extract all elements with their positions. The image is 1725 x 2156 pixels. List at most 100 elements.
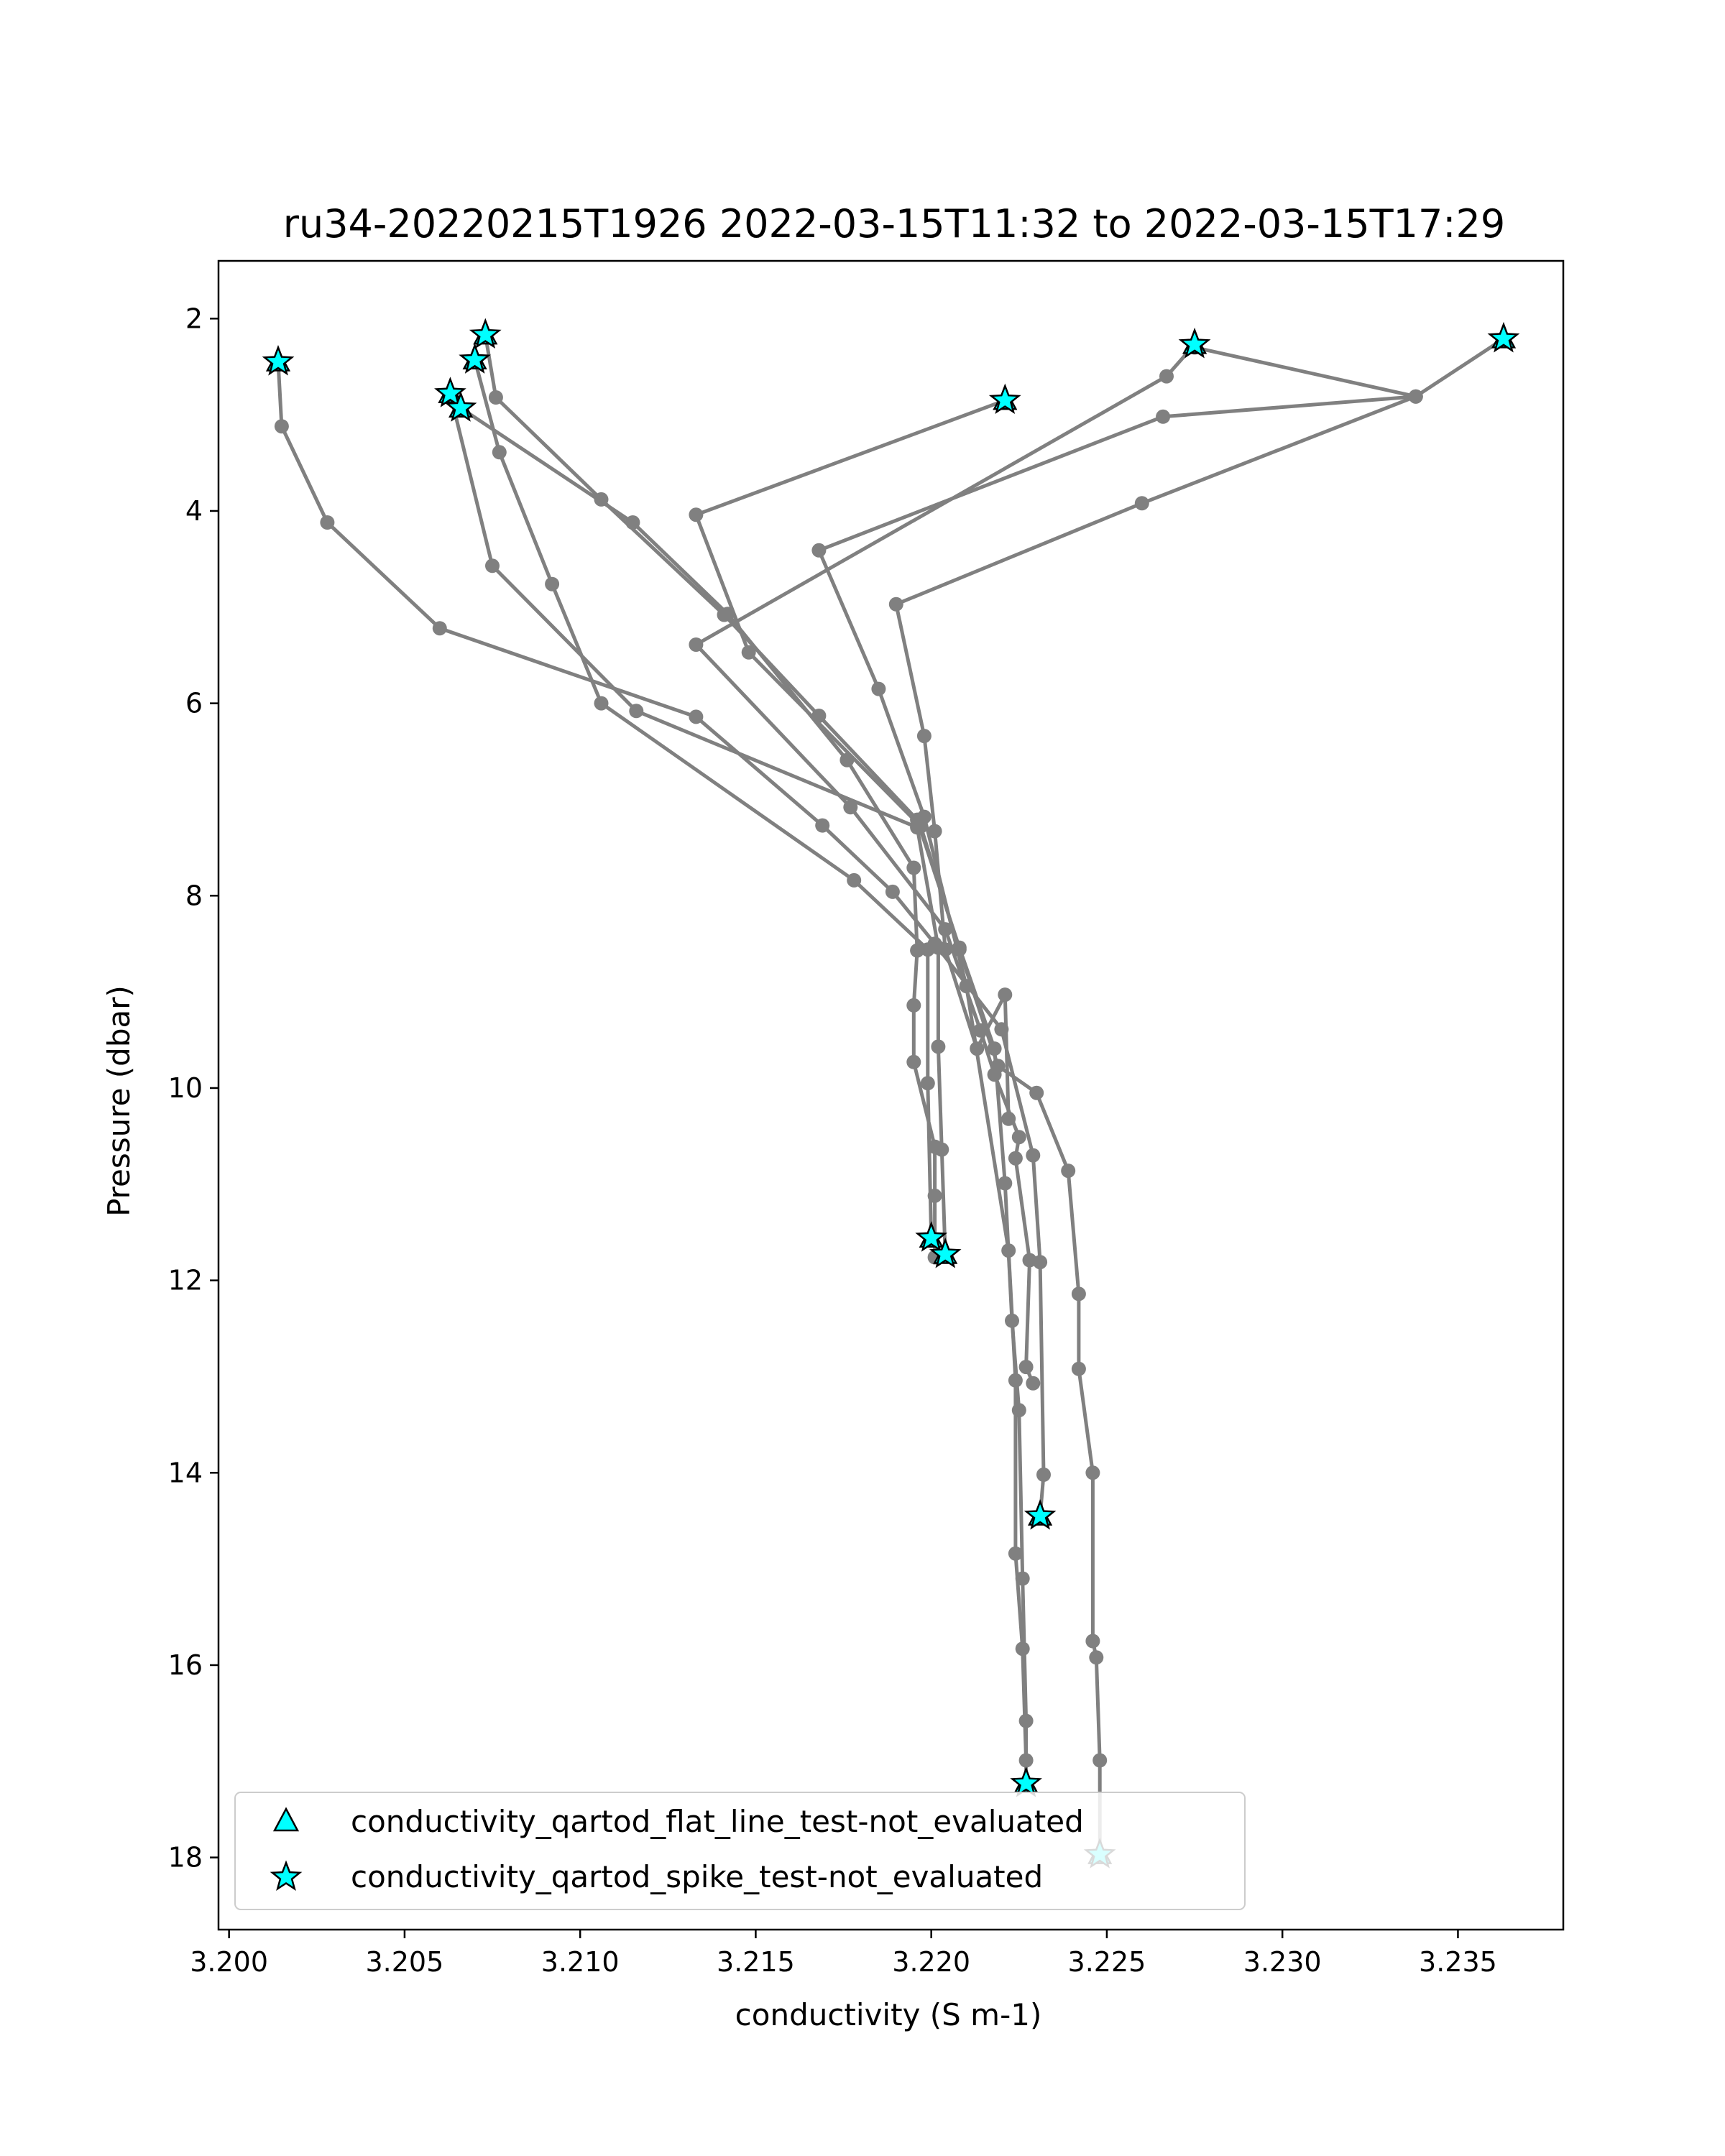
data-point (1008, 1546, 1023, 1561)
x-tick-label: 3.220 (892, 1946, 970, 1978)
legend-frame (234, 1792, 1246, 1910)
data-point (545, 576, 560, 591)
data-point (1085, 1465, 1100, 1480)
data-point (871, 681, 886, 696)
y-tick-label: 18 (168, 1842, 203, 1874)
data-point (916, 729, 932, 744)
data-point (998, 1176, 1013, 1191)
series-2 (478, 328, 1034, 1791)
data-point (432, 621, 447, 636)
data-point (916, 809, 932, 824)
data-point (910, 943, 925, 958)
data-point (998, 987, 1013, 1003)
data-point (689, 507, 704, 522)
x-axis: 3.200 3.205 3.210 3.215 3.220 3.225 3.230 3.235 (190, 1930, 1497, 1978)
legend-star-marker (270, 1860, 303, 1892)
legend-label-spike: conductivity_qartod_spike_test-not_evalu… (351, 1859, 1043, 1894)
data-point (1408, 389, 1423, 404)
data-point (629, 704, 644, 719)
series-line (894, 345, 1418, 1119)
data-point (1026, 1148, 1041, 1163)
spike-flag-marker (434, 377, 466, 407)
series-9 (888, 340, 1423, 1126)
data-point (689, 709, 704, 724)
data-point (1029, 1085, 1044, 1100)
data-point (920, 1076, 935, 1091)
flagged-points (262, 318, 1520, 1869)
plot-area (262, 318, 1520, 1869)
y-tick-label: 4 (185, 495, 203, 527)
y-tick-label: 2 (185, 303, 203, 334)
series-3 (467, 352, 939, 1245)
data-point (927, 1188, 942, 1203)
data-point (741, 645, 756, 660)
x-tick-label: 3.215 (717, 1946, 795, 1978)
y-tick-label: 16 (168, 1649, 203, 1681)
data-point (906, 998, 921, 1013)
y-tick-label: 14 (168, 1457, 203, 1488)
data-point (1036, 1468, 1051, 1482)
data-point (987, 1067, 1002, 1082)
data-point (1008, 1151, 1023, 1166)
y-axis: 2 4 6 8 10 12 14 16 18 (168, 303, 218, 1874)
data-point (927, 824, 942, 839)
axes-frame (217, 259, 1565, 1931)
data-point (959, 979, 974, 994)
spike-flag-marker (469, 318, 502, 349)
data-point (1018, 1360, 1034, 1375)
data-point (492, 445, 507, 460)
data-point (1001, 1243, 1016, 1258)
y-tick-label: 8 (185, 880, 203, 911)
data-point (594, 696, 609, 711)
x-axis-label: conductivity (S m-1) (735, 1997, 1042, 2032)
x-tick-label: 3.200 (190, 1946, 268, 1978)
series-line (694, 343, 1196, 1384)
data-point (1015, 1641, 1030, 1657)
data-point (938, 942, 953, 957)
data-point (1071, 1286, 1086, 1302)
data-point (931, 1039, 946, 1054)
x-tick-label: 3.235 (1419, 1946, 1497, 1978)
legend-triangle-marker (272, 1807, 300, 1832)
data-point (815, 818, 830, 833)
y-axis-label: Pressure (dbar) (101, 985, 137, 1217)
y-tick-label: 10 (168, 1072, 203, 1104)
data-point (1011, 1130, 1026, 1145)
data-point (1134, 496, 1149, 511)
data-point (625, 515, 640, 530)
data-point (1085, 1634, 1100, 1649)
data-point (1022, 1253, 1037, 1268)
data-point (888, 596, 903, 612)
spike-flag-marker (1178, 327, 1211, 359)
series-1 (271, 354, 1051, 1524)
data-point (970, 1041, 985, 1056)
data-point (320, 515, 335, 530)
spike-flag-marker (929, 1237, 962, 1268)
x-tick-label: 3.225 (1068, 1946, 1146, 1978)
spike-flag-marker (915, 1221, 948, 1252)
y-tick-label: 6 (185, 688, 203, 719)
spike-flag-marker (459, 343, 491, 374)
data-point (485, 558, 500, 573)
data-point (811, 543, 827, 558)
data-point (488, 390, 503, 405)
data-point (274, 419, 289, 434)
data-point (1008, 1373, 1023, 1388)
spike-flag-marker (1010, 1766, 1042, 1797)
data-point (885, 884, 900, 899)
series-8 (811, 331, 1511, 1768)
spike-flag-marker (262, 344, 295, 376)
y-tick-label: 12 (168, 1265, 203, 1296)
chart-title: ru34-20220215T1926 2022-03-15T11:32 to 2… (283, 201, 1505, 247)
data-point (906, 860, 921, 875)
data-point (1001, 1111, 1016, 1126)
x-tick-label: 3.210 (541, 1946, 620, 1978)
data-point (1018, 1753, 1034, 1768)
x-tick-label: 3.205 (366, 1946, 444, 1978)
legend: conductivity_qartod_flat_line_test-not_e… (234, 1792, 1246, 1910)
series-line (448, 393, 947, 1255)
data-point (1061, 1164, 1076, 1179)
data-point (1071, 1361, 1086, 1376)
data-point (1092, 1753, 1108, 1768)
